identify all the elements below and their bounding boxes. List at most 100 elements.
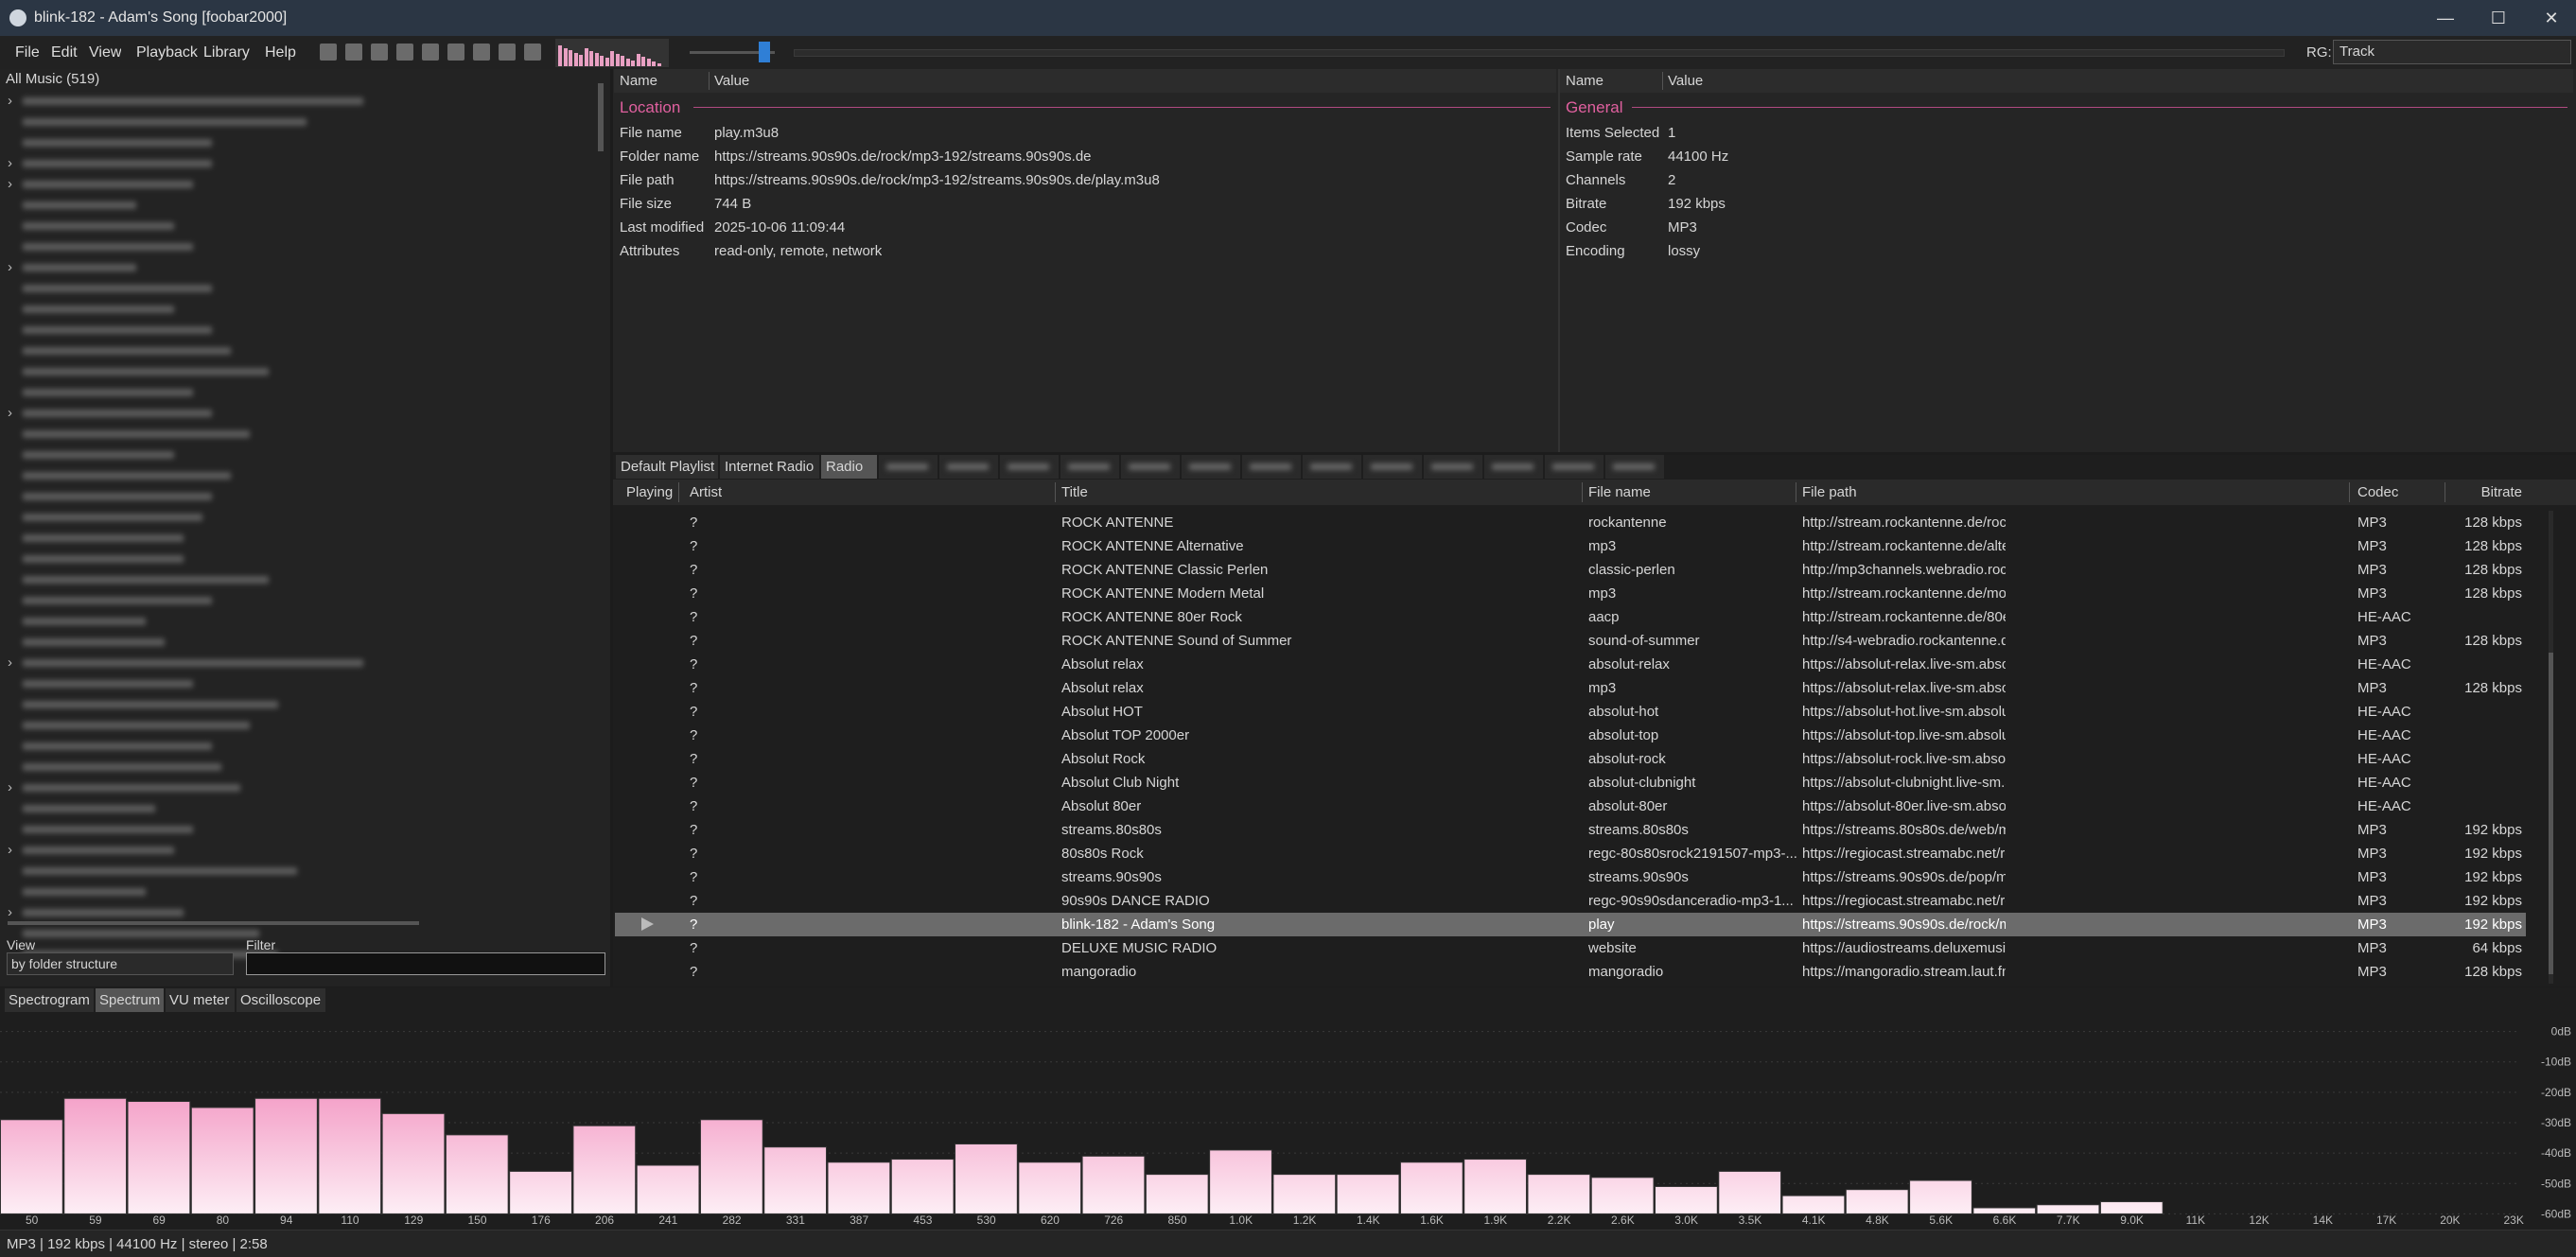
tree-item-blurred[interactable] — [23, 472, 231, 480]
toolbar-button[interactable] — [320, 44, 337, 61]
view-dropdown[interactable]: by folder structure — [7, 952, 234, 975]
tree-item-blurred[interactable] — [23, 763, 221, 771]
playlist-row[interactable] — [615, 605, 2526, 629]
tree-item-blurred[interactable] — [23, 430, 250, 438]
tree-item-blurred[interactable] — [23, 514, 202, 521]
tree-item-blurred[interactable] — [23, 638, 165, 646]
tree-item-blurred[interactable] — [23, 888, 146, 896]
tree-item-blurred[interactable] — [23, 97, 363, 105]
playlist-tab[interactable]: Internet Radio — [720, 455, 819, 479]
tree-item-blurred[interactable] — [23, 701, 278, 708]
tree-item-blurred[interactable] — [23, 389, 193, 396]
playlist-row[interactable] — [615, 936, 2526, 960]
playlist-tab-blurred[interactable] — [1424, 455, 1482, 479]
playlist-tab-blurred[interactable] — [1000, 455, 1059, 479]
tree-item-blurred[interactable] — [23, 285, 212, 292]
tree-item-blurred[interactable] — [23, 659, 363, 667]
tree-item-blurred[interactable] — [23, 118, 307, 126]
menu-item[interactable]: Library — [203, 44, 250, 61]
toolbar-button[interactable] — [447, 44, 464, 61]
playlist-row[interactable] — [615, 629, 2526, 653]
tree-item-blurred[interactable] — [23, 826, 193, 833]
playlist-tab-blurred[interactable] — [1121, 455, 1180, 479]
playlist-tab-blurred[interactable] — [1484, 455, 1543, 479]
rg-dropdown[interactable]: Track — [2333, 40, 2571, 64]
playlist-tab-blurred[interactable] — [1182, 455, 1240, 479]
toolbar-button[interactable] — [473, 44, 490, 61]
playlist-tab[interactable]: Default Playlist — [616, 455, 718, 479]
toolbar-button[interactable] — [422, 44, 439, 61]
tree-item-blurred[interactable] — [23, 201, 136, 209]
tree-item-blurred[interactable] — [23, 680, 193, 688]
playlist-row[interactable] — [615, 771, 2526, 794]
tree-item-blurred[interactable] — [23, 576, 269, 584]
tree-item-blurred[interactable] — [23, 847, 174, 854]
visualizer-tab[interactable]: Oscilloscope — [237, 988, 325, 1012]
tree-item-blurred[interactable] — [23, 222, 174, 230]
visualizer-tab[interactable]: Spectrum — [96, 988, 164, 1012]
tree-item-blurred[interactable] — [23, 160, 212, 167]
menu-item[interactable]: Help — [265, 44, 296, 61]
tree-item-blurred[interactable] — [23, 555, 184, 563]
visualizer-tab[interactable]: Spectrogram — [5, 988, 94, 1012]
playlist-tab-blurred[interactable] — [1545, 455, 1603, 479]
menu-item[interactable]: View — [89, 44, 122, 61]
tree-item-blurred[interactable] — [23, 368, 269, 375]
playlist-tab-blurred[interactable] — [939, 455, 998, 479]
playlist-tab-blurred[interactable] — [879, 455, 938, 479]
playlist-row[interactable] — [615, 582, 2526, 605]
tree-item-blurred[interactable] — [23, 722, 250, 729]
playlist-row[interactable] — [615, 676, 2526, 700]
menu-item[interactable]: File — [15, 44, 40, 61]
tree-item-blurred[interactable] — [23, 306, 174, 313]
playlist-tab-blurred[interactable] — [1363, 455, 1422, 479]
playlist-row[interactable] — [615, 747, 2526, 771]
volume-handle[interactable] — [759, 42, 770, 62]
menu-item[interactable]: Playback — [136, 44, 198, 61]
playlist-tab[interactable]: Radio — [821, 455, 877, 479]
tree-item-blurred[interactable] — [23, 493, 212, 500]
window-close-button[interactable]: ✕ — [2544, 9, 2559, 27]
playlist-tab-blurred[interactable] — [1605, 455, 1664, 479]
tree-item-blurred[interactable] — [23, 326, 212, 334]
playlist-row[interactable] — [615, 913, 2526, 936]
tree-item-blurred[interactable] — [23, 909, 184, 917]
tree-item-blurred[interactable] — [23, 784, 240, 792]
playlist-row[interactable] — [615, 842, 2526, 865]
tree-item-blurred[interactable] — [23, 410, 212, 417]
playlist-row[interactable] — [615, 865, 2526, 889]
toolbar-button[interactable] — [396, 44, 413, 61]
tree-item-blurred[interactable] — [23, 181, 193, 188]
playlist-row[interactable] — [615, 534, 2526, 558]
playlist-row[interactable] — [615, 558, 2526, 582]
playlist-row[interactable] — [615, 700, 2526, 724]
tree-item-blurred[interactable] — [23, 867, 297, 875]
tree-item-blurred[interactable] — [23, 805, 155, 812]
tree-item-blurred[interactable] — [23, 139, 212, 147]
playlist-row[interactable] — [615, 960, 2526, 984]
tree-item-blurred[interactable] — [23, 534, 184, 542]
toolbar-button[interactable] — [499, 44, 516, 61]
playlist-row[interactable] — [615, 511, 2526, 534]
window-max-button[interactable]: ☐ — [2490, 9, 2507, 27]
toolbar-button[interactable] — [524, 44, 541, 61]
tree-item-blurred[interactable] — [23, 618, 146, 625]
filter-input[interactable] — [246, 952, 605, 975]
playlist-row[interactable] — [615, 724, 2526, 747]
playlist-row[interactable] — [615, 653, 2526, 676]
seek-bar[interactable] — [794, 49, 2285, 57]
tree-item-blurred[interactable] — [23, 243, 193, 251]
visualizer-tab[interactable]: VU meter — [166, 988, 235, 1012]
window-min-button[interactable]: — — [2437, 9, 2454, 27]
tree-item-blurred[interactable] — [23, 597, 212, 604]
tree-item-blurred[interactable] — [23, 930, 259, 937]
playlist-row[interactable] — [615, 818, 2526, 842]
playlist-row[interactable] — [615, 889, 2526, 913]
tree-item-blurred[interactable] — [23, 347, 231, 355]
playlist-row[interactable] — [615, 794, 2526, 818]
toolbar-button[interactable] — [371, 44, 388, 61]
tree-item-blurred[interactable] — [23, 451, 174, 459]
tree-item-blurred[interactable] — [23, 264, 136, 271]
playlist-tab-blurred[interactable] — [1303, 455, 1361, 479]
playlist-tab-blurred[interactable] — [1060, 455, 1119, 479]
